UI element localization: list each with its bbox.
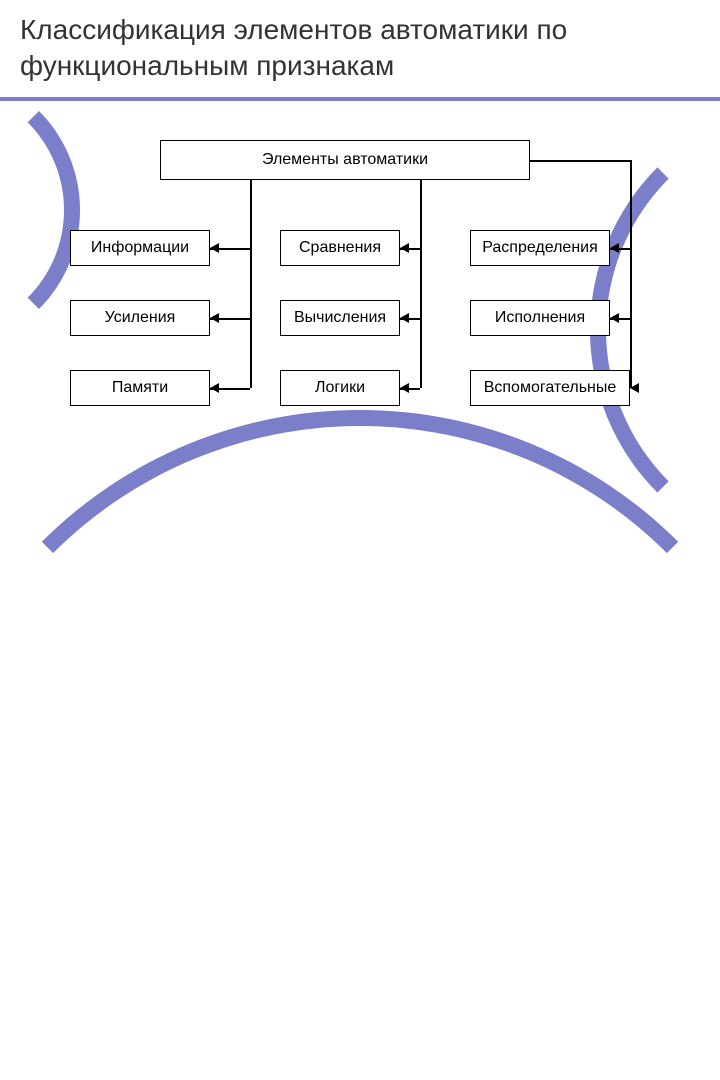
node-gain: Усиления: [70, 300, 210, 336]
edge-drop-0: [250, 180, 252, 388]
node-logic: Логики: [280, 370, 400, 406]
page-title: Классификация элементов автоматики по фу…: [20, 12, 700, 85]
edge-drop-2: [630, 160, 632, 388]
title-area: Классификация элементов автоматики по фу…: [0, 0, 720, 93]
node-info: Информации: [70, 230, 210, 266]
title-underline: [0, 97, 720, 101]
node-exec: Исполнения: [470, 300, 610, 336]
edge-drop-1: [420, 180, 422, 388]
node-compare: Сравнения: [280, 230, 400, 266]
diagram-canvas: Элементы автоматики Информации Усиления Пам…: [60, 130, 660, 490]
node-distrib: Распределения: [470, 230, 610, 266]
arrow-info: [210, 243, 219, 253]
node-calc: Вычисления: [280, 300, 400, 336]
node-aux: Вспомогательные: [470, 370, 630, 406]
decor-arc-bottom: [0, 410, 720, 1080]
arrow-distrib: [610, 243, 619, 253]
node-memory: Памяти: [70, 370, 210, 406]
arrow-compare: [400, 243, 409, 253]
arrow-gain: [210, 313, 219, 323]
arrow-memory: [210, 383, 219, 393]
arrow-logic: [400, 383, 409, 393]
node-root: Элементы автоматики: [160, 140, 530, 180]
arrow-calc: [400, 313, 409, 323]
arrow-exec: [610, 313, 619, 323]
edge-root-ext-2: [530, 160, 630, 162]
arrow-aux: [630, 383, 639, 393]
